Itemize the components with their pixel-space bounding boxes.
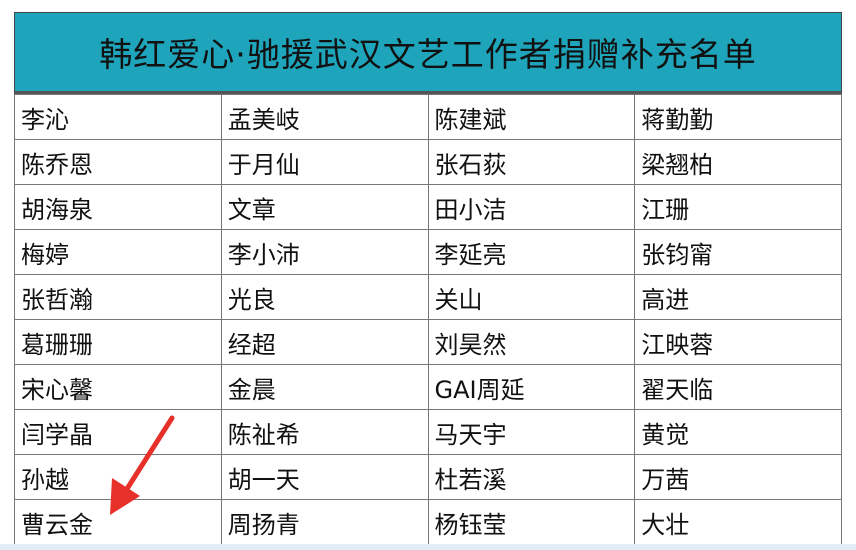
name-cell: 金晨 — [220, 364, 429, 410]
name-cell: 李沁 — [14, 94, 222, 140]
table-row: 孙越 胡一天 杜若溪 万茜 — [14, 454, 842, 500]
name-cell: 文章 — [220, 184, 429, 230]
list-title: 韩红爱心·驰援武汉文艺工作者捐赠补充名单 — [14, 12, 842, 94]
name-cell: 陈乔恩 — [14, 139, 222, 185]
name-cell: 杨钰莹 — [427, 499, 636, 545]
name-cell: 张钧甯 — [634, 229, 842, 275]
names-table: 李沁 孟美岐 陈建斌 蒋勤勤 陈乔恩 于月仙 张石荻 梁翘柏 胡海泉 文章 田小洁 江珊 梅婷 李小沛 李延… — [14, 94, 842, 545]
name-cell: 周扬青 — [220, 499, 429, 545]
name-cell: 杜若溪 — [427, 454, 636, 500]
name-cell: 胡海泉 — [14, 184, 222, 230]
name-cell: 马天宇 — [427, 409, 636, 455]
name-cell: 胡一天 — [220, 454, 429, 500]
name-cell: 宋心馨 — [14, 364, 222, 410]
table-row: 胡海泉 文章 田小洁 江珊 — [14, 184, 842, 230]
name-cell: 高进 — [634, 274, 842, 320]
name-cell: 张哲瀚 — [14, 274, 222, 320]
table-row: 宋心馨 金晨 GAI周延 翟天临 — [14, 364, 842, 410]
donor-list: 韩红爱心·驰援武汉文艺工作者捐赠补充名单 李沁 孟美岐 陈建斌 蒋勤勤 陈乔恩 于月仙 张石… — [14, 12, 842, 545]
name-cell: 葛珊珊 — [14, 319, 222, 365]
table-row: 曹云金 周扬青 杨钰莹 大壮 — [14, 499, 842, 545]
table-row: 张哲瀚 光良 关山 高进 — [14, 274, 842, 320]
name-cell: 孙越 — [14, 454, 222, 500]
name-cell: 万茜 — [634, 454, 842, 500]
bottom-strip — [0, 544, 856, 550]
name-cell: 关山 — [427, 274, 636, 320]
table-row: 梅婷 李小沛 李延亮 张钧甯 — [14, 229, 842, 275]
name-cell: 江映蓉 — [634, 319, 842, 365]
name-cell: 田小洁 — [427, 184, 636, 230]
table-row: 葛珊珊 经超 刘昊然 江映蓉 — [14, 319, 842, 365]
name-cell: 大壮 — [634, 499, 842, 545]
name-cell: 经超 — [220, 319, 429, 365]
name-cell: 翟天临 — [634, 364, 842, 410]
name-cell: 孟美岐 — [220, 94, 429, 140]
name-cell: 黄觉 — [634, 409, 842, 455]
name-cell: 刘昊然 — [427, 319, 636, 365]
